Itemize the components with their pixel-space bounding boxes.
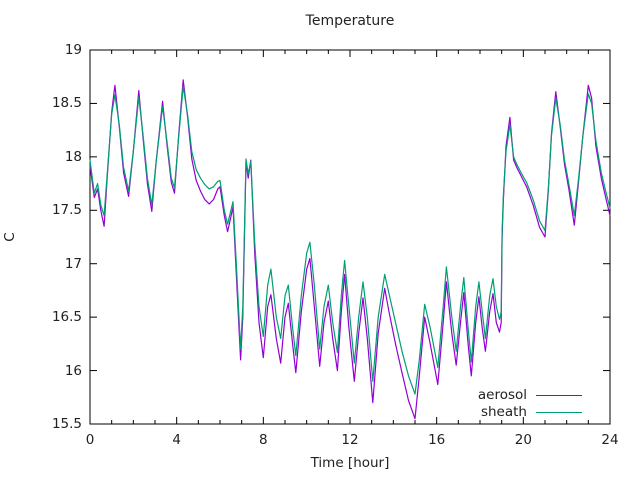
y-tick-label: 18.5 xyxy=(51,95,82,112)
legend-item-sheath: sheath xyxy=(437,404,582,420)
y-tick-label: 17 xyxy=(64,255,82,272)
legend-label-sheath: sheath xyxy=(480,404,527,420)
legend-label-aerosol: aerosol xyxy=(477,387,527,403)
x-tick-label: 16 xyxy=(428,432,446,448)
y-tick-label: 17.5 xyxy=(51,202,82,219)
y-tick-label: 18 xyxy=(64,148,82,165)
x-tick-label: 0 xyxy=(85,432,95,448)
chart-title: Temperature xyxy=(305,13,395,29)
x-tick-label: 12 xyxy=(341,432,359,448)
series-line-aerosol xyxy=(89,79,611,420)
y-tick-label: 16.5 xyxy=(51,309,82,326)
y-tick-label: 19 xyxy=(64,42,82,58)
y-tick-label: 15.5 xyxy=(51,416,82,432)
x-axis-label: Time [hour] xyxy=(310,455,390,471)
legend-line-sample-aerosol xyxy=(536,394,582,396)
legend-item-aerosol: aerosol xyxy=(437,387,582,403)
series-line-sheath xyxy=(89,85,611,395)
x-tick-label: 8 xyxy=(259,432,268,448)
x-tick-label: 4 xyxy=(172,432,181,448)
y-tick-label: 16 xyxy=(64,362,82,379)
x-tick-label: 20 xyxy=(514,432,532,448)
x-tick-label: 24 xyxy=(601,432,619,448)
plot-border xyxy=(89,49,611,425)
legend-line-sample-sheath xyxy=(536,411,582,413)
